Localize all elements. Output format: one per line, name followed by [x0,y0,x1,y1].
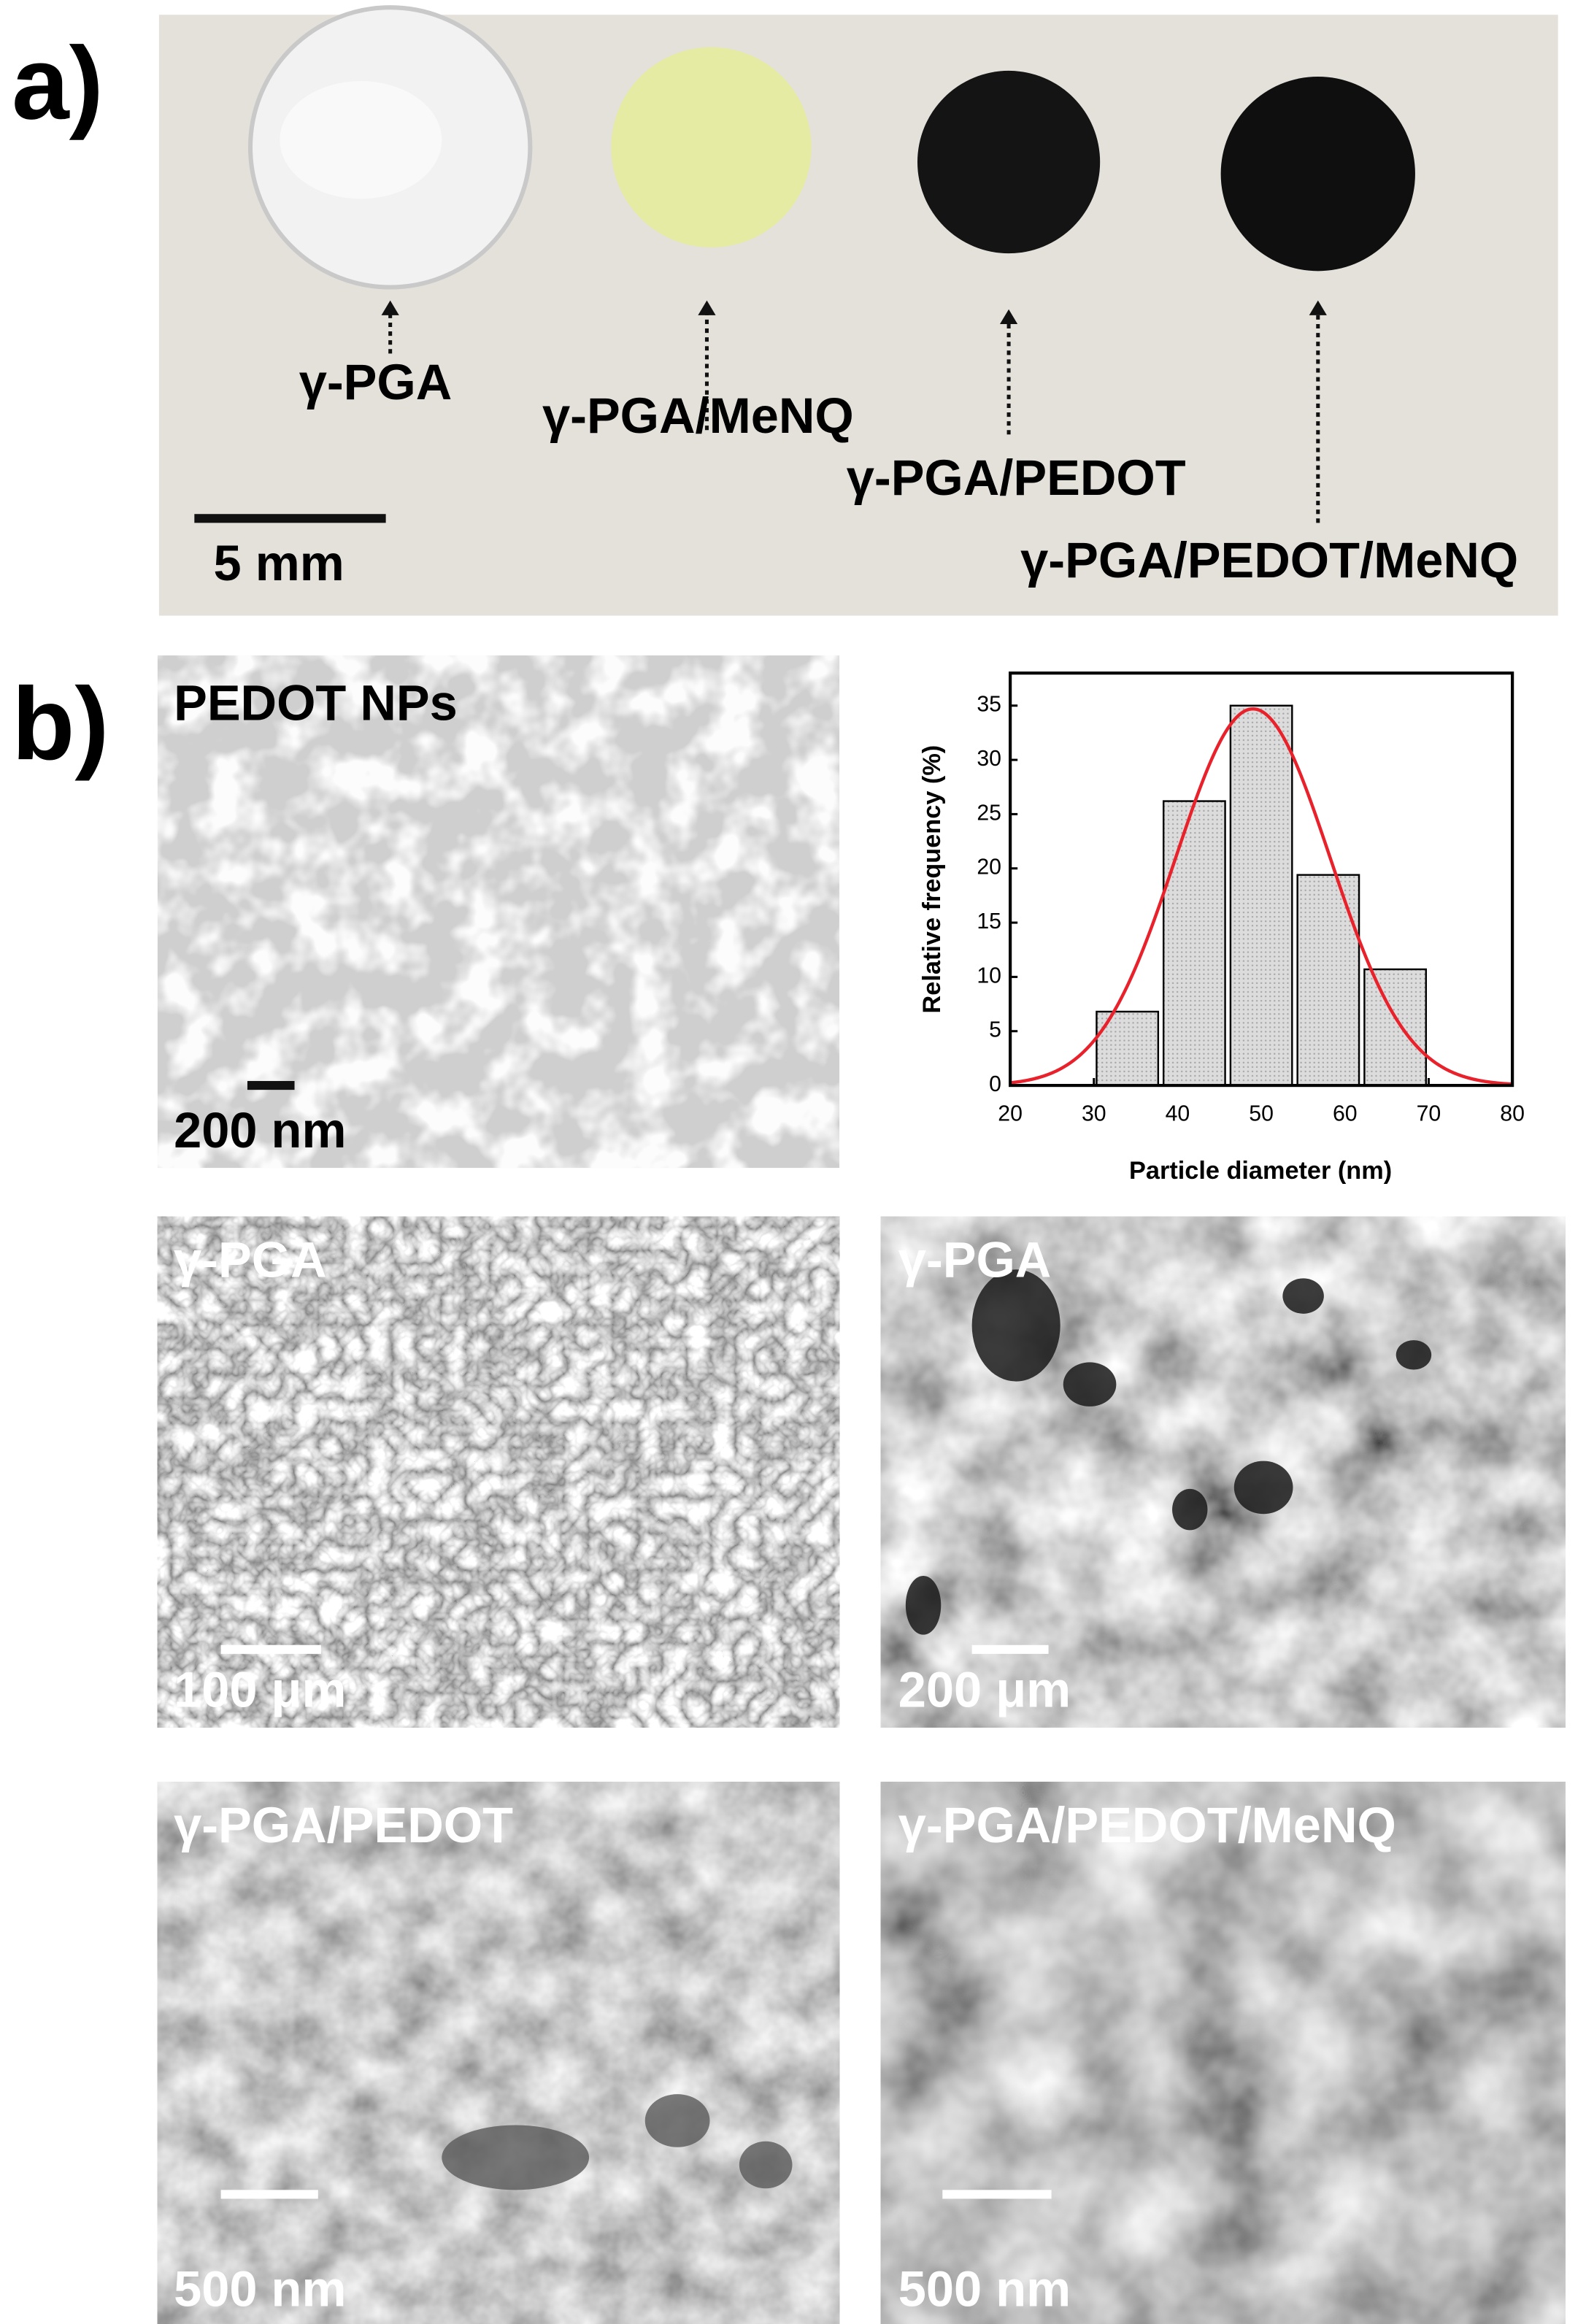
highlight [280,81,442,199]
fit-curve [1009,707,1513,1086]
sem-texture [157,655,840,1169]
scale-bar [247,1081,295,1090]
sample-disc [1220,76,1415,272]
y-tick-label: 15 [977,909,1001,934]
scale-label: 200 nm [174,1102,346,1158]
scale-label: 5 mm [214,535,344,591]
bar [1296,874,1360,1087]
image-title: γ-PGA/PEDOT [174,1797,513,1853]
pores [905,1269,1432,1635]
sample-label: γ-PGA [299,354,453,410]
x-axis-label: Particle diameter (nm) [1129,1157,1392,1185]
y-tick-label: 35 [977,693,1001,717]
plot-frame [1009,672,1514,1088]
scale-label: 100 μm [174,1661,346,1717]
sem-image [157,1216,840,1728]
arrowheads [381,300,1327,324]
scale-bar [971,1644,1049,1654]
scale-label: 200 μm [898,1661,1071,1717]
panel-label: a) [12,25,104,140]
sample-disc [917,70,1101,254]
y-tick-label: 10 [977,963,1001,988]
scale-bar [220,2190,318,2199]
y-tick-label: 20 [977,855,1001,880]
x-tick-label: 70 [1417,1101,1441,1126]
arrows [388,312,1320,523]
scale-label: 500 nm [174,2261,346,2317]
x-tick-label: 50 [1249,1101,1274,1126]
image-title: γ-PGA [174,1231,327,1288]
bar [1363,968,1427,1087]
image-title: γ-PGA [898,1231,1052,1288]
bar [1162,800,1226,1087]
scale-label: 500 nm [898,2261,1071,2317]
sample-disc [611,47,812,248]
y-tick-label: 5 [989,1018,1001,1042]
x-tick-label: 40 [1166,1101,1190,1126]
scale-bar [194,514,386,523]
x-tick-label: 20 [998,1101,1023,1126]
bar [1229,704,1293,1087]
y-tick-label: 25 [977,801,1001,825]
x-tick-label: 80 [1500,1101,1525,1126]
y-tick-label: 0 [989,1072,1001,1096]
image-title: γ-PGA/PEDOT/MeNQ [898,1797,1396,1853]
x-tick-label: 60 [1333,1101,1358,1126]
sem-image [157,1782,840,2324]
image-title: PEDOT NPs [174,675,458,731]
panel-label: b) [12,666,109,781]
sample-label: γ-PGA/PEDOT/MeNQ [1020,532,1518,588]
scale-bar [942,2190,1052,2199]
histogram: Particle diameter (nm) Relative frequenc… [918,672,1525,1185]
scale-bar [220,1644,321,1654]
sample-label: γ-PGA/MeNQ [542,388,854,444]
sem-image [880,1782,1566,2324]
sample-label: γ-PGA/PEDOT [847,450,1186,506]
domains [442,2094,793,2190]
x-tick-label: 30 [1082,1101,1106,1126]
y-axis-label: Relative frequency (%) [918,745,946,1014]
y-tick-label: 30 [977,747,1001,771]
